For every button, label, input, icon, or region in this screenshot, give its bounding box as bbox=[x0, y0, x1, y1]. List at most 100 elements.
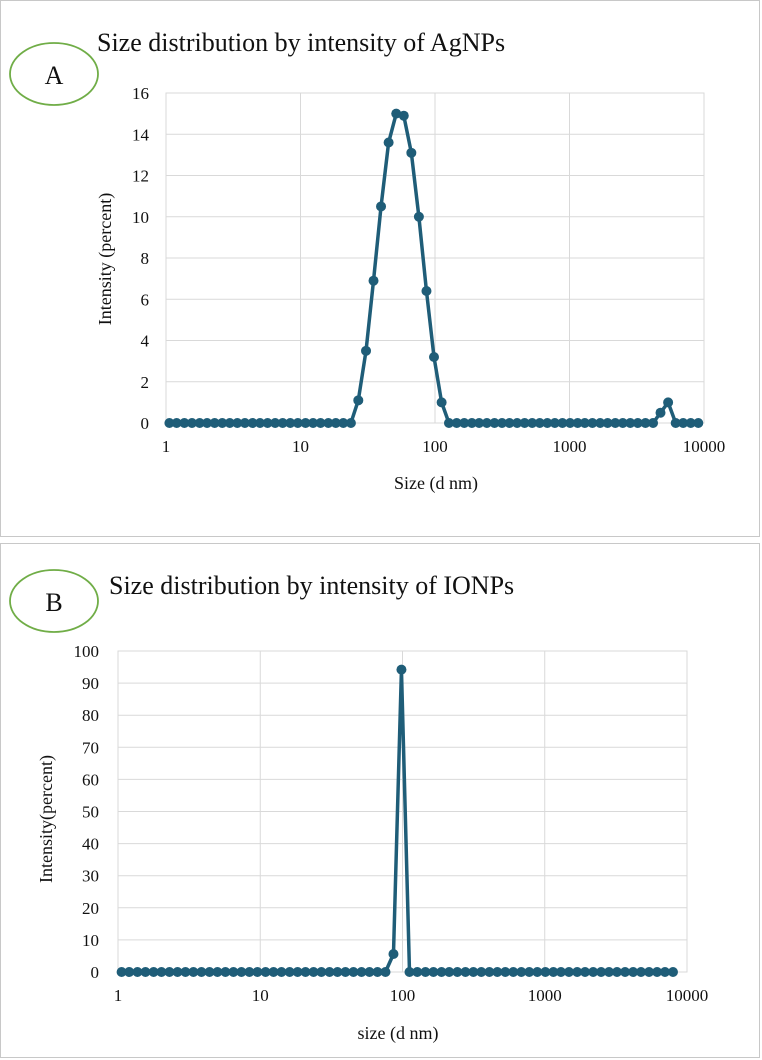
chart-a-data-point bbox=[595, 418, 606, 428]
chart-a-data-point bbox=[542, 418, 553, 428]
chart-a-data-point bbox=[323, 418, 334, 428]
chart-b-y-tick-label: 90 bbox=[82, 674, 99, 693]
chart-b-y-tick-label: 80 bbox=[82, 706, 99, 725]
chart-b-data-point bbox=[572, 967, 583, 977]
chart-b-data-point bbox=[508, 967, 519, 977]
chart-b-data-point bbox=[580, 967, 591, 977]
chart-b-x-tick-label: 10000 bbox=[666, 986, 709, 1005]
chart-b-data-point bbox=[148, 967, 159, 977]
chart-a-series-line bbox=[169, 111, 699, 425]
chart-panel-a: A Size distribution by intensity of AgNP… bbox=[0, 0, 760, 537]
chart-a-svg: A Size distribution by intensity of AgNP… bbox=[9, 28, 725, 494]
chart-b-data-point bbox=[388, 949, 399, 960]
chart-b-data-point bbox=[644, 967, 655, 977]
chart-a-plot-border bbox=[165, 92, 705, 424]
chart-a-data-point bbox=[315, 418, 326, 428]
chart-b-data-point bbox=[636, 967, 647, 977]
chart-b-data-point bbox=[620, 967, 631, 977]
chart-a-data-point bbox=[308, 418, 319, 428]
chart-a-data-point bbox=[640, 418, 651, 428]
chart-b-data-point bbox=[364, 967, 375, 977]
chart-a-data-point bbox=[398, 110, 409, 121]
chart-a-data-point bbox=[625, 418, 636, 428]
chart-b-data-point bbox=[659, 967, 670, 977]
chart-a-y-axis-label: Intensity (percent) bbox=[95, 193, 116, 325]
chart-a-data-point bbox=[224, 418, 235, 428]
chart-a-x-tick-label: 1000 bbox=[553, 437, 587, 456]
chart-b-data-point bbox=[500, 967, 511, 977]
chart-a-data-point bbox=[632, 418, 643, 428]
chart-b-data-point bbox=[188, 967, 199, 977]
chart-a-data-point bbox=[610, 418, 621, 428]
chart-b-data-point bbox=[540, 967, 551, 977]
chart-b-data-point bbox=[611, 967, 622, 977]
chart-a-data-point bbox=[617, 418, 628, 428]
chart-b-data-point bbox=[348, 967, 359, 977]
chart-b-data-point bbox=[667, 967, 678, 977]
chart-a-data-point bbox=[194, 418, 205, 428]
chart-a-data-point bbox=[648, 418, 659, 428]
chart-a-data-point bbox=[413, 211, 424, 222]
chart-b-y-tick-label: 40 bbox=[82, 835, 99, 854]
chart-b-data-point bbox=[444, 967, 455, 977]
chart-b-data-point bbox=[548, 967, 559, 977]
chart-a-data-point bbox=[338, 418, 349, 428]
chart-b-data-point bbox=[316, 967, 327, 977]
chart-b-data-point bbox=[124, 967, 135, 977]
chart-a-data-point bbox=[436, 397, 447, 408]
chart-a-y-tick-label: 2 bbox=[141, 373, 150, 392]
chart-b-data-point bbox=[652, 967, 663, 977]
chart-a-plot-area: 0 2 4 6 8 10 12 14 16 1 10 100 1000 10000 bbox=[132, 84, 725, 456]
chart-b-data-point bbox=[563, 967, 574, 977]
chart-a-data-point bbox=[171, 418, 182, 428]
chart-b-data-point bbox=[204, 967, 215, 977]
chart-b-data-point bbox=[324, 967, 335, 977]
chart-b-x-tick-label: 1 bbox=[114, 986, 123, 1005]
panel-a-letter: A bbox=[45, 61, 64, 90]
chart-a-data-point bbox=[232, 418, 243, 428]
chart-a-data-point bbox=[497, 418, 508, 428]
chart-a-data-point bbox=[391, 108, 402, 119]
chart-a-data-point bbox=[572, 418, 583, 428]
chart-b-data-point bbox=[332, 967, 343, 977]
panel-b-letter: B bbox=[45, 588, 62, 617]
chart-a-y-tick-label: 12 bbox=[132, 167, 149, 186]
chart-b-y-tick-label: 20 bbox=[82, 899, 99, 918]
chart-a-data-point bbox=[466, 418, 477, 428]
chart-a-y-tick-label: 10 bbox=[132, 208, 149, 227]
chart-b-data-point bbox=[596, 967, 607, 977]
chart-a-data-point bbox=[565, 418, 576, 428]
chart-a-data-point bbox=[202, 418, 213, 428]
chart-b-data-point bbox=[140, 967, 151, 977]
chart-a-data-point bbox=[602, 418, 613, 428]
chart-a-data-point bbox=[247, 418, 258, 428]
chart-b-svg: B Size distribution by intensity of IONP… bbox=[9, 569, 709, 1044]
chart-a-data-point bbox=[255, 418, 266, 428]
chart-b-data-point bbox=[268, 967, 279, 977]
chart-b-y-tick-label: 50 bbox=[82, 803, 99, 822]
chart-a-title: Size distribution by intensity of AgNPs bbox=[97, 28, 505, 57]
chart-b-data-point bbox=[340, 967, 351, 977]
chart-a-data-point bbox=[277, 418, 288, 428]
chart-a-data-point bbox=[164, 418, 175, 428]
chart-a-data-point bbox=[239, 418, 250, 428]
chart-b-data-point bbox=[436, 967, 447, 977]
chart-b-data-point bbox=[276, 967, 287, 977]
chart-a-data-point bbox=[209, 418, 220, 428]
chart-a-data-point bbox=[670, 418, 681, 428]
chart-a-data-point bbox=[587, 418, 598, 428]
chart-a-y-tick-label: 16 bbox=[132, 84, 149, 103]
chart-b-data-point bbox=[516, 967, 527, 977]
chart-a-data-point bbox=[534, 418, 545, 428]
chart-a-x-tick-label: 1 bbox=[162, 437, 171, 456]
chart-a-x-tick-label: 100 bbox=[422, 437, 448, 456]
chart-b-data-point bbox=[380, 967, 391, 977]
chart-b-y-tick-label: 10 bbox=[82, 931, 99, 950]
chart-b-x-tick-label: 1000 bbox=[528, 986, 562, 1005]
chart-a-data-point bbox=[527, 418, 538, 428]
chart-a-y-tick-label: 6 bbox=[141, 290, 150, 309]
chart-b-data-point bbox=[356, 967, 367, 977]
chart-a-data-point bbox=[330, 418, 341, 428]
chart-b-data-point bbox=[468, 967, 479, 977]
